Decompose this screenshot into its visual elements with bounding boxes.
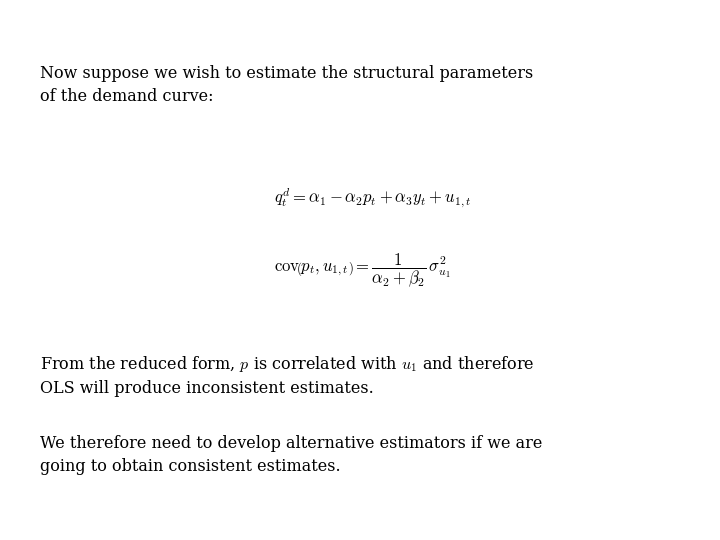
Text: $\mathrm{cov}\!\left(p_t, u_{1,t}\right) = \dfrac{1}{\alpha_2 + \beta_2}\,\sigma: $\mathrm{cov}\!\left(p_t, u_{1,t}\right)… [274, 251, 450, 289]
Text: Now suppose we wish to estimate the structural parameters
of the demand curve:: Now suppose we wish to estimate the stru… [40, 65, 533, 105]
Text: $q_t^d = \alpha_1 - \alpha_2 p_t + \alpha_3 y_t + u_{1,t}$: $q_t^d = \alpha_1 - \alpha_2 p_t + \alph… [274, 185, 471, 209]
Text: We therefore need to develop alternative estimators if we are
going to obtain co: We therefore need to develop alternative… [40, 435, 542, 475]
Text: From the reduced form, $p$ is correlated with $u_1$ and therefore
OLS will produ: From the reduced form, $p$ is correlated… [40, 354, 534, 396]
